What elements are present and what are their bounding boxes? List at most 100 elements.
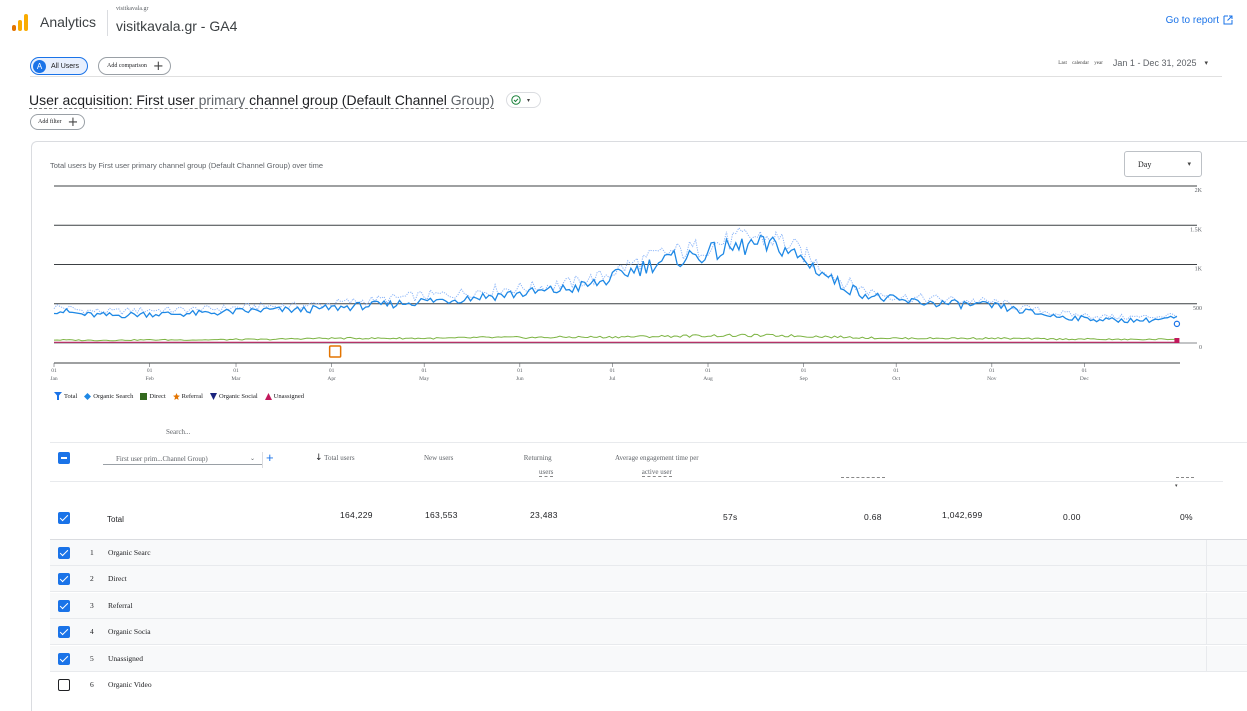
table-row[interactable]: 2 Direct	[50, 566, 1247, 592]
legend-item[interactable]: Organic Social	[209, 392, 258, 400]
add-dimension-button[interactable]: +	[266, 450, 274, 465]
date-range-picker[interactable]: Last calendar year Jan 1 - Dec 31, 2025 …	[1058, 58, 1208, 68]
x-tick-month: Jul	[609, 376, 616, 382]
top-bar: Analytics visitkavala.gr visitkavala.gr …	[0, 0, 1247, 46]
total-col6-value: 1,042,699	[942, 510, 983, 520]
row-checkbox[interactable]	[58, 573, 70, 585]
x-tick-day: 01	[147, 368, 153, 374]
x-tick-day: 01	[989, 368, 995, 374]
new-users-value: 163,553	[425, 510, 458, 520]
chart-title: Total users by First user primary channe…	[50, 161, 324, 170]
row-checkbox[interactable]	[58, 600, 70, 612]
column-header-truncated[interactable]	[841, 477, 885, 478]
row-checkbox[interactable]	[58, 679, 70, 691]
row-channel-name[interactable]: Organic Searc	[108, 548, 151, 557]
x-tick-month: Oct	[892, 376, 900, 382]
legend-label: Organic Search	[93, 392, 134, 400]
divider	[1206, 540, 1207, 566]
x-tick-day: 01	[610, 368, 616, 374]
legend-item[interactable]: Organic Search	[84, 392, 134, 400]
x-tick-month: Apr	[327, 376, 336, 382]
table-row[interactable]: 5 Unassigned	[50, 646, 1247, 672]
pin-icon	[54, 392, 62, 400]
legend-item[interactable]: Unassigned	[264, 392, 304, 400]
property-name[interactable]: visitkavala.gr - GA4	[116, 18, 238, 34]
go-to-report-link[interactable]: Go to report	[1166, 15, 1233, 26]
divider	[50, 644, 1247, 645]
analytics-logo-icon	[12, 14, 30, 31]
legend-label: Direct	[149, 392, 166, 400]
row-channel-name[interactable]: Referral	[108, 601, 133, 610]
row-checkbox[interactable]	[58, 626, 70, 638]
row-index: 6	[90, 680, 94, 689]
column-header-avg-engagement[interactable]: Average engagement time per active user	[615, 454, 699, 477]
divider	[50, 442, 1247, 443]
row-channel-name[interactable]: Organic Video	[108, 680, 152, 689]
interval-select[interactable]: Day ▾	[1124, 151, 1202, 177]
series-end-marker[interactable]	[1173, 320, 1181, 328]
annotation-marker-icon[interactable]	[328, 345, 342, 358]
divider	[1206, 593, 1207, 619]
chevron-down-icon[interactable]: ▾	[1175, 483, 1178, 489]
table-row[interactable]: 1 Organic Searc	[50, 540, 1247, 566]
table-search-input[interactable]: Search...	[166, 428, 191, 436]
table-row[interactable]: 4 Organic Socia	[50, 619, 1247, 645]
app-name: Analytics	[40, 14, 97, 30]
row-channel-name[interactable]: Unassigned	[108, 654, 143, 663]
report-title[interactable]: User acquisition: First user primary cha…	[29, 92, 495, 109]
triangle-down-icon	[209, 392, 217, 400]
chevron-down-icon: ▾	[527, 97, 531, 104]
legend-item[interactable]: Direct	[140, 392, 166, 400]
line-chart[interactable]: 2K 1.5K 1K 500 0 01 Jan 01 Feb 01 Mar 01 Apr 01 May 01 J…	[0, 0, 1247, 420]
divider	[50, 481, 1223, 482]
avg-engagement-value: 57s	[723, 512, 738, 522]
sort-arrow-down-icon: ↓	[315, 453, 323, 463]
x-tick-day: 01	[1082, 368, 1088, 374]
x-tick-month: Dec	[1080, 376, 1089, 382]
legend-item[interactable]: Referral	[172, 392, 203, 400]
total-col7-value: 0.00	[1063, 512, 1081, 522]
row-checkbox[interactable]	[58, 653, 70, 665]
y-tick-label: 1K	[1195, 267, 1203, 273]
series-line-total[interactable]	[53, 226, 1178, 320]
select-all-checkbox[interactable]	[58, 452, 70, 464]
row-channel-name[interactable]: Organic Socia	[108, 627, 151, 636]
check-circle-icon	[511, 95, 521, 105]
table-row[interactable]: 6 Organic Video	[50, 672, 1247, 698]
table-row[interactable]: 3 Referral	[50, 593, 1247, 619]
segment-chip-all-users[interactable]: A All Users	[30, 57, 89, 75]
legend-label: Total	[64, 392, 78, 400]
y-tick-label: 1.5K	[1190, 227, 1203, 233]
divider	[50, 591, 1247, 592]
total-col5-value: 0.68	[864, 512, 882, 522]
segment-label: All Users	[51, 62, 80, 70]
property-domain[interactable]: visitkavala.gr	[116, 6, 149, 12]
divider	[107, 10, 108, 36]
x-tick-day: 01	[233, 368, 239, 374]
total-row-checkbox[interactable]	[58, 512, 70, 524]
square-icon	[140, 392, 148, 400]
row-index: 4	[90, 627, 94, 636]
series-end-marker[interactable]	[1174, 338, 1180, 343]
legend-label: Organic Social	[218, 392, 258, 400]
open-in-new-icon	[1223, 15, 1233, 25]
legend-item[interactable]: Total	[54, 392, 77, 400]
row-index: 2	[90, 574, 94, 583]
add-filter-button[interactable]: Add filter +	[30, 114, 86, 130]
column-header-returning-users[interactable]: Returning users	[523, 454, 554, 477]
report-status-menu[interactable]: ▾	[506, 92, 541, 108]
row-channel-name[interactable]: Direct	[108, 574, 127, 583]
series-line-organic-search[interactable]	[53, 234, 1178, 324]
x-tick-month: Nov	[987, 376, 997, 382]
row-index: 1	[90, 548, 94, 557]
total-users-value: 164,229	[340, 510, 373, 520]
dimension-select[interactable]: First user prim...Channel Group) ⌄	[103, 455, 263, 465]
column-header-truncated[interactable]	[1176, 477, 1194, 478]
series-line-direct[interactable]	[53, 333, 1177, 342]
dropdown-caret-icon: ⌄	[249, 456, 255, 462]
column-header-new-users[interactable]: New users	[424, 454, 454, 462]
add-comparison-button[interactable]: Add comparison +	[98, 57, 171, 75]
row-checkbox[interactable]	[58, 547, 70, 559]
column-header-total-users[interactable]: ↓ Total users	[315, 453, 355, 463]
plus-icon: +	[67, 114, 79, 130]
